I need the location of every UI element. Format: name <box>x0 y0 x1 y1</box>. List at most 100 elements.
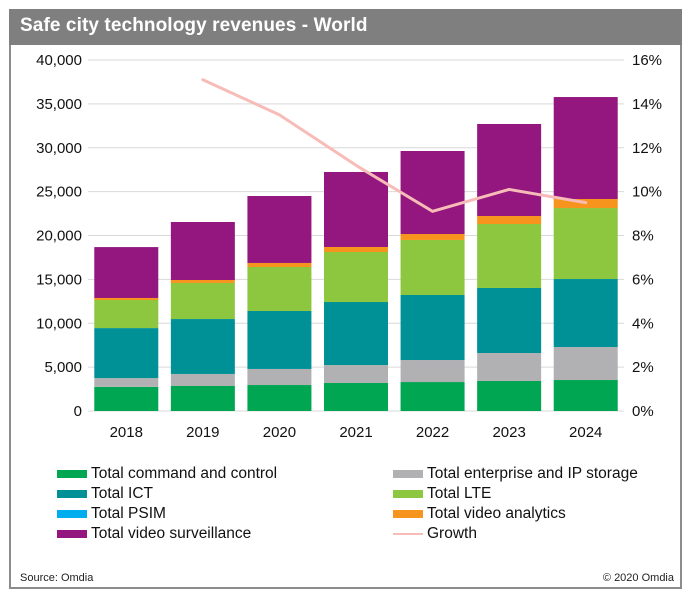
y-tick-label: 15,000 <box>36 271 82 288</box>
y2-tick-label: 6% <box>632 271 654 288</box>
legend-item: Total video analytics <box>393 504 566 524</box>
x-tick-label: 2022 <box>416 424 449 441</box>
legend-label: Total video surveillance <box>91 525 252 542</box>
bar-stack-2023 <box>477 123 542 411</box>
bar-segment-total-ict <box>553 279 618 348</box>
y-tick-label: 0 <box>74 403 82 420</box>
bar-segment-total-enterprise-and-ip-storage <box>553 347 618 381</box>
legend-item: Total video surveillance <box>57 524 251 544</box>
legend-item: Total PSIM <box>57 504 166 524</box>
legend-label: Growth <box>427 525 477 542</box>
legend-item: Total enterprise and IP storage <box>393 464 638 484</box>
y-axis-right: 0% 2% 4% 6% 8% 10% 12% 14% 16% <box>632 52 662 420</box>
x-tick-label: 2018 <box>110 424 143 441</box>
bar-segment-total-enterprise-and-ip-storage <box>94 378 159 387</box>
legend-item: Total LTE <box>393 484 491 504</box>
bar-stack-2018 <box>94 247 159 411</box>
y-tick-label: 35,000 <box>36 96 82 113</box>
legend-color-swatch <box>57 530 87 538</box>
bar-segment-total-enterprise-and-ip-storage <box>247 368 312 386</box>
y2-tick-label: 2% <box>632 359 654 376</box>
legend-color-swatch <box>57 470 87 478</box>
copyright-note: © 2020 Omdia <box>602 572 674 584</box>
bar-segment-total-command-and-control <box>553 380 618 411</box>
bar-stack-2022 <box>400 150 465 411</box>
chart-title: Safe city technology revenues - World <box>20 15 368 36</box>
bar-segment-total-ict <box>477 287 542 353</box>
y2-tick-label: 16% <box>632 52 662 69</box>
bar-segment-total-command-and-control <box>94 386 159 411</box>
legend-color-swatch <box>393 490 423 498</box>
bar-segment-total-ict <box>247 310 312 369</box>
legend-color-swatch <box>57 510 87 518</box>
chart-header <box>9 9 682 45</box>
y-tick-label: 25,000 <box>36 184 82 201</box>
y-tick-label: 5,000 <box>44 359 82 376</box>
bar-segment-total-ict <box>170 319 235 374</box>
bar-segment-total-enterprise-and-ip-storage <box>170 373 235 386</box>
bar-segment-total-video-analytics <box>324 246 388 252</box>
legend-item: Total ICT <box>57 484 153 504</box>
bar-segment-total-command-and-control <box>247 385 312 411</box>
bar-stack-2019 <box>170 221 235 411</box>
bar-segment-total-command-and-control <box>170 385 235 411</box>
bar-segment-total-lte <box>94 299 159 329</box>
bar-segment-total-video-analytics <box>170 279 235 283</box>
legend-label: Total LTE <box>427 485 492 502</box>
x-tick-label: 2023 <box>492 424 525 441</box>
y-axis-left: 0 5,000 10,000 15,000 20,000 25,000 30,000 35,0… <box>36 52 82 420</box>
bar-segment-total-video-surveillance <box>324 171 388 247</box>
y2-tick-label: 8% <box>632 228 654 245</box>
legend-label: Total PSIM <box>91 505 166 522</box>
bar-segment-total-lte <box>477 224 542 288</box>
legend-label: Total ICT <box>91 485 154 502</box>
legend-item: Growth <box>393 524 477 544</box>
legend-color-swatch <box>57 490 87 498</box>
bar-segment-total-video-surveillance <box>247 196 312 263</box>
bar-segment-total-enterprise-and-ip-storage <box>324 365 388 384</box>
bars <box>94 97 618 411</box>
legend-label: Total command and control <box>91 465 278 482</box>
bar-segment-total-lte <box>247 267 312 311</box>
growth-line-group <box>201 78 588 213</box>
y2-tick-label: 12% <box>632 140 662 157</box>
y2-tick-label: 10% <box>632 184 662 201</box>
bar-segment-total-video-analytics <box>247 262 312 268</box>
y-tick-label: 40,000 <box>36 52 82 69</box>
legend-color-swatch <box>393 470 423 478</box>
bar-stack-2021 <box>324 171 388 411</box>
x-tick-label: 2020 <box>263 424 296 441</box>
bar-stack-2020 <box>247 196 312 411</box>
y-tick-label: 20,000 <box>36 228 82 245</box>
bar-segment-total-command-and-control <box>324 383 388 411</box>
legend-label: Total enterprise and IP storage <box>427 465 638 482</box>
legend-line-swatch <box>393 532 423 536</box>
bar-segment-total-video-surveillance <box>94 247 159 298</box>
x-tick-label: 2019 <box>186 424 219 441</box>
bar-segment-total-command-and-control <box>477 380 542 411</box>
bar-segment-total-video-surveillance <box>553 97 618 199</box>
source-note: Source: Omdia <box>20 572 94 584</box>
legend-label: Total video analytics <box>427 505 566 522</box>
y-tick-label: 30,000 <box>36 140 82 157</box>
bar-segment-total-enterprise-and-ip-storage <box>400 360 465 383</box>
bar-segment-total-lte <box>170 282 235 320</box>
bar-segment-total-video-analytics <box>94 297 159 300</box>
bar-segment-total-video-analytics <box>400 234 465 240</box>
legend-color-swatch <box>393 510 423 518</box>
bar-segment-total-video-surveillance <box>477 123 542 217</box>
bar-segment-total-ict <box>94 328 159 379</box>
bar-segment-total-video-analytics <box>477 216 542 225</box>
bar-segment-total-lte <box>553 208 618 280</box>
bar-stack-2024 <box>553 97 618 411</box>
bar-segment-total-ict <box>400 294 465 361</box>
x-tick-label: 2024 <box>569 424 602 441</box>
y2-tick-label: 4% <box>632 315 654 332</box>
bar-segment-total-video-surveillance <box>170 221 235 280</box>
y-tick-label: 10,000 <box>36 315 82 332</box>
bar-segment-total-video-surveillance <box>400 150 465 235</box>
y2-tick-label: 14% <box>632 96 662 113</box>
growth-line <box>201 78 588 213</box>
bar-segment-total-lte <box>324 251 388 303</box>
